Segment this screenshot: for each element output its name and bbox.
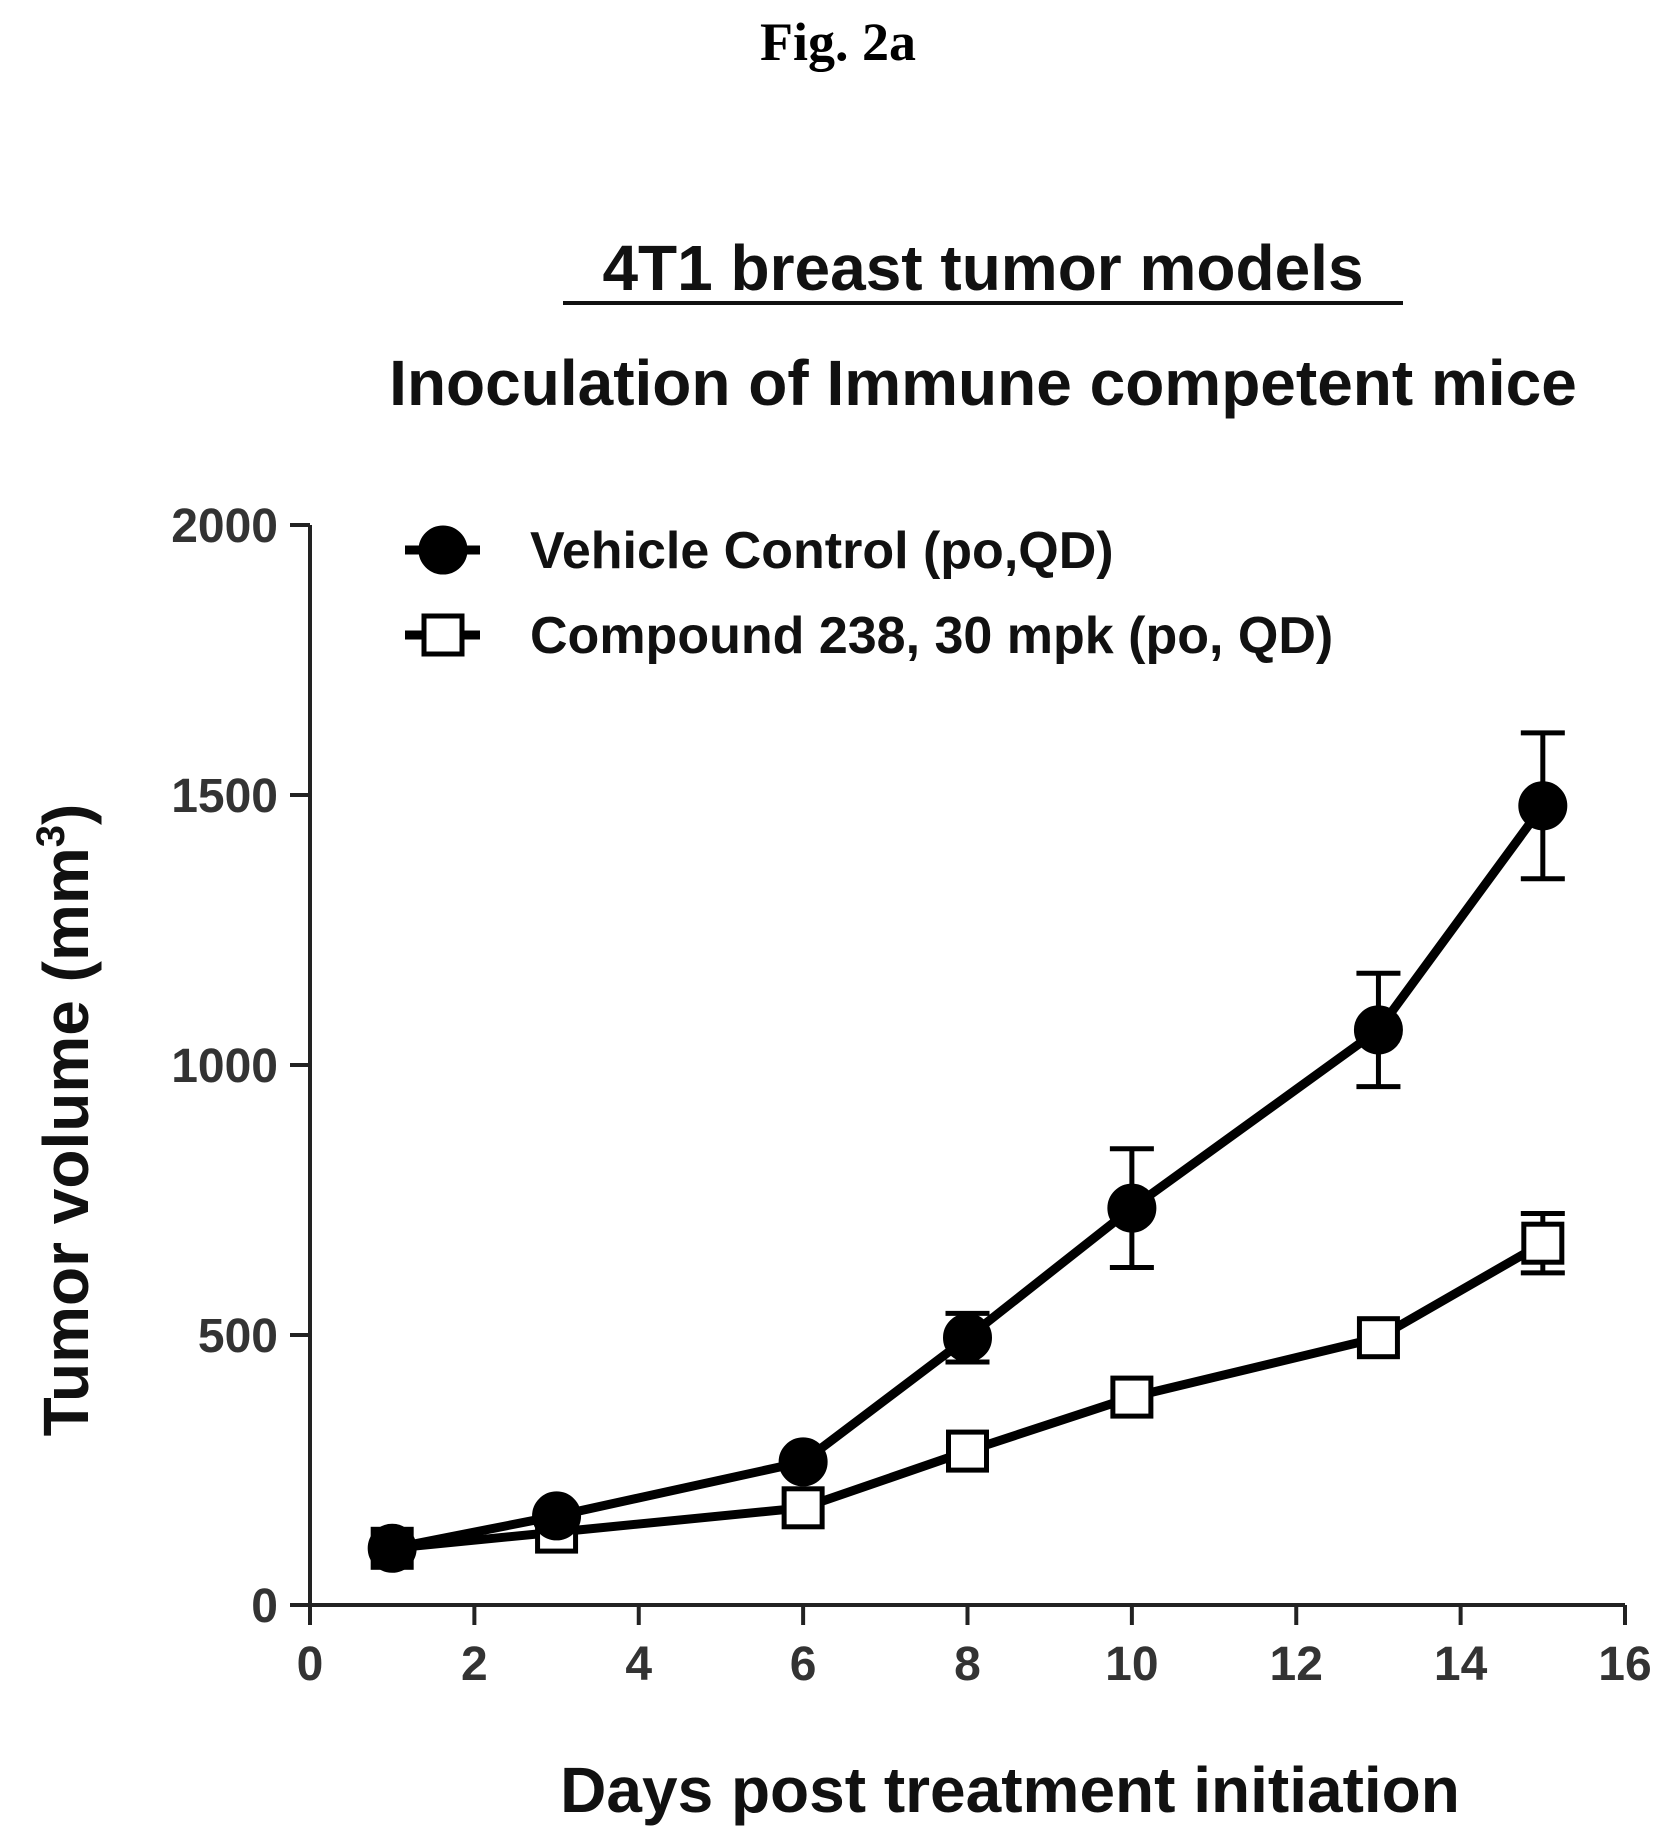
data-point [781,1486,825,1530]
data-point [1356,1316,1400,1360]
series-1 [367,730,1568,1573]
x-axis-title: Days post treatment initiation [560,1754,1460,1826]
legend-marker [421,613,465,657]
y-tick-label: 1000 [171,1040,278,1093]
x-tick-label: 0 [297,1638,324,1691]
y-axis-title-close: ) [30,804,102,825]
legend-entry: Compound 238, 30 mpk (po, QD) [405,607,1333,665]
x-tick-label: 10 [1105,1638,1158,1691]
chart-subtitle: Inoculation of Immune competent mice [389,347,1577,419]
y-axis-title-main: Tumor volume (mm [30,847,102,1436]
data-point [778,1437,828,1487]
data-point [1110,1375,1154,1419]
legend-entry: Vehicle Control (po,QD) [405,522,1114,580]
x-tick-label: 8 [954,1638,981,1691]
series-layer [367,730,1568,1573]
data-point [1353,1005,1403,1055]
figure-label: Fig. 2a [760,12,916,72]
y-tick-label: 0 [251,1580,278,1633]
data-point [1518,781,1568,831]
y-tick-label: 500 [198,1310,278,1363]
data-point [367,1523,417,1573]
axes: 0 500 1000 1500 2000 0 2 4 6 8 10 12 14 16 [171,500,1651,1691]
y-tick-label: 1500 [171,770,278,823]
data-point [943,1313,992,1363]
data-point [532,1491,582,1541]
data-point [946,1429,989,1473]
legend-label: Vehicle Control (po,QD) [530,522,1114,580]
x-tick-label: 16 [1598,1638,1651,1691]
data-point [1521,1221,1565,1265]
x-tick-label: 12 [1270,1638,1323,1691]
y-axis-title: Tumor volume (mm3) [29,804,102,1437]
data-point [1107,1183,1157,1233]
x-tick-label: 6 [790,1638,817,1691]
legend: Vehicle Control (po,QD) Compound 238, 30 … [405,522,1333,665]
y-tick-label: 2000 [171,500,278,553]
y-axis-title-superscript: 3 [29,825,73,847]
legend-label: Compound 238, 30 mpk (po, QD) [530,607,1333,665]
x-tick-label: 4 [625,1638,652,1691]
chart-title: 4T1 breast tumor models [602,232,1363,304]
legend-marker [418,525,468,575]
x-tick-label: 2 [461,1638,488,1691]
x-tick-label: 14 [1434,1638,1488,1691]
